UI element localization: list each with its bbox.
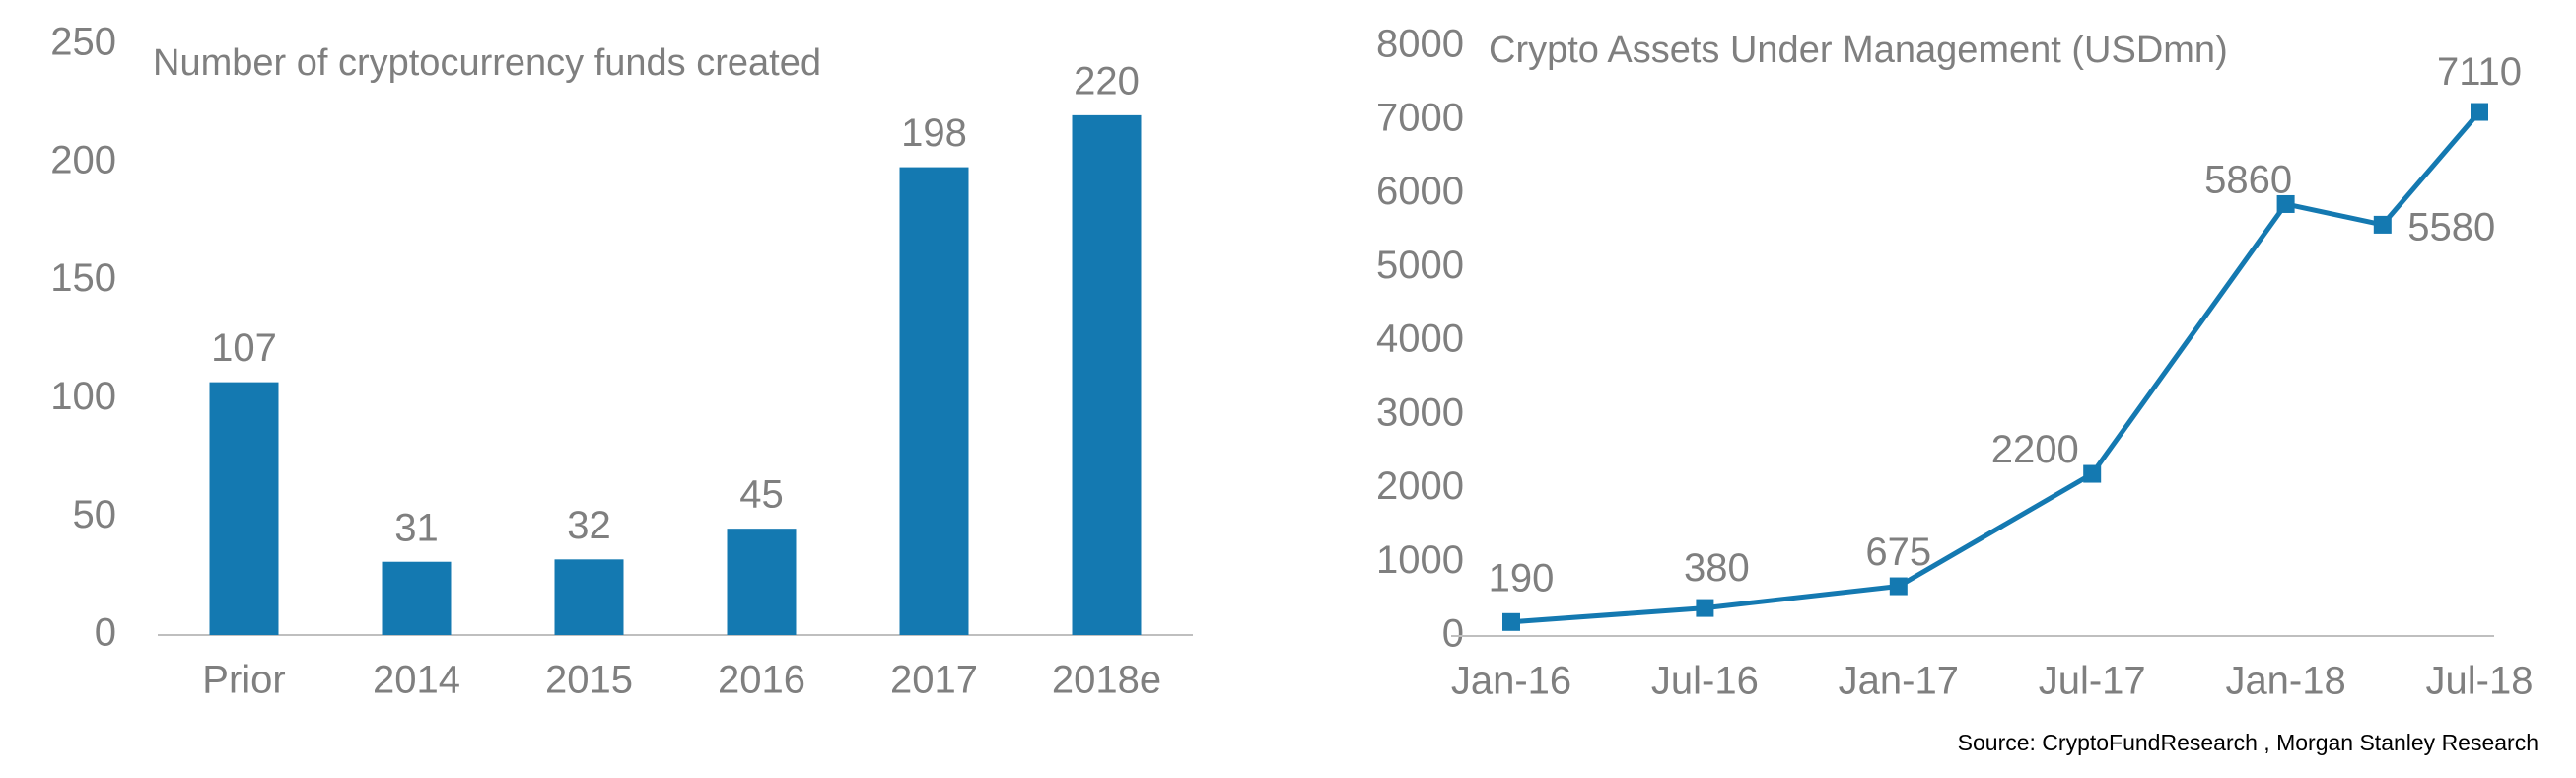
line-y-tick-label: 6000 (1376, 170, 1464, 213)
aum-point (1889, 577, 1908, 596)
source-note: Source: CryptoFundResearch , Morgan Stan… (1957, 730, 2539, 755)
aum-point (2276, 194, 2295, 213)
bar-y-tick-label: 250 (50, 21, 116, 64)
aum-point (2083, 464, 2102, 483)
line-x-tick-label: Jul-18 (2426, 660, 2534, 703)
line-y-tick-label: 4000 (1376, 318, 1464, 361)
bar-data-label: 45 (739, 473, 784, 517)
bar-data-label: 32 (567, 504, 611, 547)
line-chart: Crypto Assets Under Management (USDmn)01… (1376, 23, 2533, 703)
bar (209, 382, 279, 635)
line-x-tick-label: Jul-17 (2039, 660, 2146, 703)
aum-point (1696, 599, 1714, 617)
bar (899, 167, 969, 636)
bar-y-tick-label: 100 (50, 375, 116, 418)
bar-y-tick-label: 0 (95, 611, 116, 655)
aum-point (2471, 103, 2488, 121)
bar-x-tick-label: Prior (202, 659, 285, 702)
bar (382, 561, 452, 635)
aum-point (1502, 612, 1520, 631)
line-y-tick-label: 7000 (1376, 96, 1464, 139)
bar-data-label: 107 (211, 326, 277, 370)
bar (1072, 114, 1142, 635)
line-x-tick-label: Jul-16 (1651, 660, 1759, 703)
line-y-tick-label: 1000 (1376, 538, 1464, 582)
bar (554, 559, 624, 635)
bar (727, 529, 797, 635)
line-chart-title: Crypto Assets Under Management (USDmn) (1489, 30, 2228, 71)
line-y-tick-label: 0 (1442, 612, 1464, 656)
line-x-tick-label: Jan-18 (2225, 660, 2345, 703)
bar-chart: Number of cryptocurrency funds created 0 5… (50, 21, 1193, 702)
line-y-tick-label: 5000 (1376, 244, 1464, 287)
bar-y-tick-label: 150 (50, 256, 116, 300)
bar-data-label: 220 (1074, 59, 1140, 103)
aum-data-label: 380 (1684, 546, 1750, 590)
aum-series-line (1510, 109, 2481, 625)
bar-y-tick-label: 50 (73, 493, 117, 536)
aum-data-label: 675 (1865, 530, 1931, 574)
aum-data-label: 5580 (2407, 205, 2495, 248)
line-y-tick-label: 3000 (1376, 390, 1464, 434)
line-y-tick-label: 8000 (1376, 23, 1464, 66)
bar-x-tick-label: 2016 (718, 659, 805, 702)
aum-data-label: 5860 (2204, 159, 2292, 202)
bar-chart-title: Number of cryptocurrency funds created (153, 42, 821, 84)
bar-data-label: 198 (901, 111, 967, 155)
line-x-tick-label: Jan-16 (1451, 660, 1571, 703)
bar-x-tick-label: 2015 (545, 659, 633, 702)
aum-data-label: 190 (1489, 556, 1555, 600)
bar-x-tick-label: 2014 (373, 659, 460, 702)
aum-data-label: 2200 (1991, 428, 2079, 471)
bar-y-tick-label: 200 (50, 138, 116, 181)
aum-data-label: 7110 (2437, 50, 2522, 94)
aum-point (2373, 215, 2392, 234)
bar-data-label: 31 (394, 506, 439, 549)
line-y-tick-label: 2000 (1376, 464, 1464, 508)
bar-x-tick-label: 2017 (890, 659, 978, 702)
line-x-tick-label: Jan-17 (1839, 660, 1959, 703)
bar-x-tick-label: 2018e (1052, 659, 1161, 702)
